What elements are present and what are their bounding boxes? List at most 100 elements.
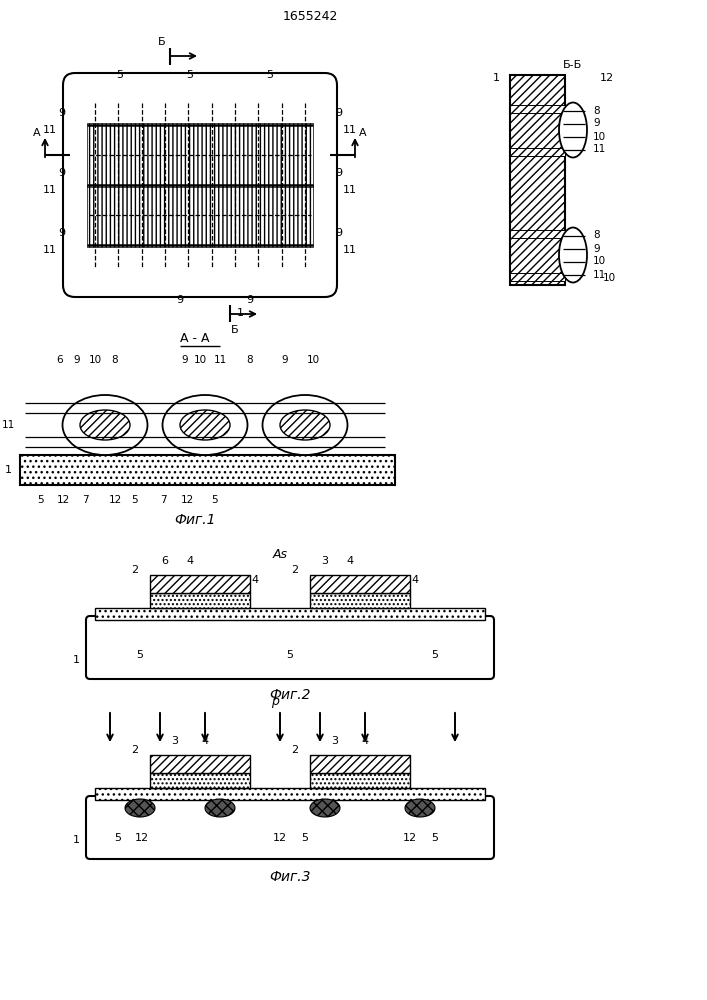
Ellipse shape (559, 228, 587, 282)
Text: 9: 9 (58, 168, 65, 178)
Text: 11: 11 (343, 185, 357, 195)
Text: 10: 10 (306, 355, 320, 365)
Text: 4: 4 (411, 575, 419, 585)
Text: A: A (33, 128, 41, 138)
Text: Б: Б (158, 37, 166, 47)
Text: 6: 6 (161, 556, 168, 566)
Bar (310, 773, 410, 788)
Text: 12: 12 (600, 73, 614, 83)
Text: 5: 5 (132, 495, 139, 505)
Bar (510, 75, 565, 285)
Text: 11: 11 (593, 144, 606, 154)
Text: A: A (359, 128, 367, 138)
Text: 4: 4 (252, 575, 259, 585)
Text: Фиг.3: Фиг.3 (269, 870, 311, 884)
Bar (510, 230, 565, 237)
Text: 5: 5 (117, 70, 124, 80)
Text: 8: 8 (593, 231, 600, 240)
Text: 11: 11 (43, 185, 57, 195)
Bar (150, 755, 250, 773)
Ellipse shape (125, 799, 155, 817)
Text: Б: Б (231, 325, 239, 335)
Text: 7: 7 (82, 495, 88, 505)
Ellipse shape (310, 799, 340, 817)
Text: 5: 5 (301, 833, 308, 843)
Text: 11: 11 (343, 245, 357, 255)
Text: 4: 4 (187, 556, 194, 566)
Text: 5: 5 (286, 650, 293, 660)
Text: 4: 4 (361, 736, 368, 746)
Bar (510, 272, 565, 280)
Text: 8: 8 (593, 105, 600, 115)
Text: A - A: A - A (180, 332, 210, 344)
Bar (87, 123, 313, 187)
Text: 11: 11 (43, 245, 57, 255)
Bar (95, 608, 485, 620)
Text: 10: 10 (593, 131, 606, 141)
Ellipse shape (559, 103, 587, 157)
Text: 9: 9 (58, 228, 65, 238)
Text: 5: 5 (267, 70, 274, 80)
Ellipse shape (163, 395, 247, 455)
Bar (150, 773, 250, 788)
Text: 5: 5 (211, 495, 218, 505)
Text: 9: 9 (335, 228, 342, 238)
Text: 3: 3 (332, 736, 339, 746)
Text: 12: 12 (403, 833, 417, 843)
FancyBboxPatch shape (86, 616, 494, 679)
Ellipse shape (262, 395, 348, 455)
Text: 9: 9 (74, 355, 81, 365)
Text: Фиг.1: Фиг.1 (174, 513, 216, 527)
Bar (310, 755, 410, 773)
Text: 9: 9 (247, 295, 254, 305)
Text: 1: 1 (5, 465, 12, 475)
Text: 1: 1 (73, 835, 80, 845)
Text: 11: 11 (214, 355, 227, 365)
Ellipse shape (180, 410, 230, 440)
Text: As: As (272, 548, 288, 562)
Text: 2: 2 (131, 565, 138, 575)
Text: 11: 11 (343, 125, 357, 135)
Text: 10: 10 (88, 355, 102, 365)
Text: 1: 1 (73, 655, 80, 665)
Text: 10: 10 (194, 355, 206, 365)
Text: 9: 9 (335, 168, 342, 178)
Text: 2: 2 (131, 745, 138, 755)
Bar (87, 185, 313, 247)
Text: 5: 5 (37, 495, 43, 505)
Ellipse shape (80, 410, 130, 440)
Ellipse shape (280, 410, 330, 440)
Text: 8: 8 (247, 355, 253, 365)
Ellipse shape (62, 395, 148, 455)
Text: 12: 12 (180, 495, 194, 505)
Text: 12: 12 (108, 495, 122, 505)
Bar (510, 147, 565, 155)
Text: 5: 5 (187, 70, 194, 80)
Text: 9: 9 (177, 295, 184, 305)
Text: 1: 1 (237, 308, 243, 318)
Text: 3: 3 (172, 736, 178, 746)
Text: 7: 7 (160, 495, 166, 505)
Text: 6: 6 (57, 355, 64, 365)
Ellipse shape (405, 799, 435, 817)
Text: 9: 9 (58, 108, 65, 118)
Bar (20, 455, 395, 485)
Text: p: p (271, 696, 279, 708)
Ellipse shape (205, 799, 235, 817)
Bar (95, 788, 485, 800)
Text: 11: 11 (593, 269, 606, 279)
Text: 9: 9 (593, 243, 600, 253)
Text: 12: 12 (57, 495, 69, 505)
Text: 3: 3 (322, 556, 329, 566)
Text: 9: 9 (281, 355, 288, 365)
Text: Фиг.2: Фиг.2 (269, 688, 311, 702)
Text: 4: 4 (201, 736, 209, 746)
Bar (150, 593, 250, 608)
Text: 10: 10 (593, 256, 606, 266)
Text: 12: 12 (135, 833, 149, 843)
Text: 9: 9 (335, 108, 342, 118)
Text: 9: 9 (593, 118, 600, 128)
Text: 1655242: 1655242 (282, 9, 338, 22)
Text: 11: 11 (1, 420, 15, 430)
Text: 1: 1 (493, 73, 500, 83)
